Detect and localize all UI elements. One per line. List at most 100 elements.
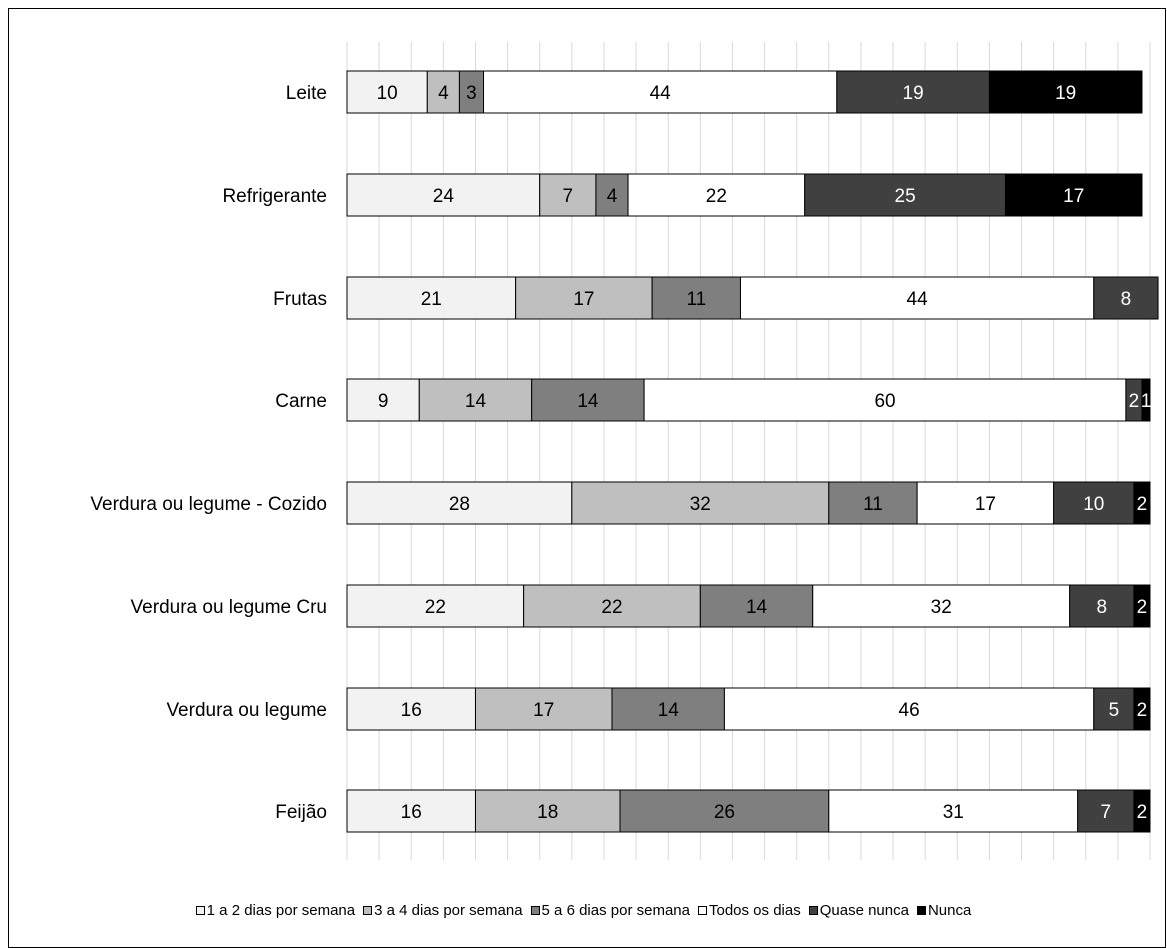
bar-segment	[1141, 378, 1151, 422]
legend-item: Quase nunca	[808, 902, 909, 919]
bar-segment	[1093, 687, 1135, 731]
bar-segment	[828, 481, 918, 525]
data-label: 11	[686, 289, 706, 310]
bar-segment	[1077, 789, 1135, 833]
bar-segment	[531, 378, 645, 422]
data-label: 60	[874, 391, 895, 412]
legend-item: 5 a 6 dias por semana	[530, 902, 690, 919]
data-label: 2	[1137, 802, 1148, 823]
data-label: 5	[1109, 700, 1120, 721]
data-label: 22	[601, 597, 622, 618]
category-label: Carne	[275, 391, 327, 412]
data-label: 44	[650, 83, 672, 104]
data-label: 9	[378, 391, 389, 412]
bar-segment	[739, 276, 1095, 320]
legend-label: 5 a 6 dias por semana	[541, 902, 690, 919]
category-label: Verdura ou legume - Cozido	[90, 494, 327, 515]
data-label: 28	[449, 494, 470, 515]
bar-segment	[346, 481, 573, 525]
legend-swatch	[808, 906, 818, 915]
legend-swatch	[530, 906, 540, 915]
category-label: Verdura ou legume Cru	[131, 597, 327, 618]
legend-label: Todos os dias	[708, 902, 801, 919]
bar-segment	[699, 584, 814, 628]
bar-segment	[804, 173, 1006, 217]
legend-swatch	[195, 906, 205, 915]
data-label: 16	[401, 802, 422, 823]
data-label: 26	[714, 802, 735, 823]
data-label: 21	[421, 289, 442, 310]
bar-segment	[836, 70, 990, 114]
bar-segment	[474, 687, 613, 731]
data-label: 32	[690, 494, 711, 515]
bar-segment	[1133, 687, 1151, 731]
bar-segment	[346, 70, 428, 114]
data-label: 7	[1101, 802, 1112, 823]
data-label: 7	[563, 186, 574, 207]
data-label: 14	[658, 700, 680, 721]
bar-segment	[426, 70, 460, 114]
legend: 1 a 2 dias por semana 3 a 4 dias por sema…	[0, 902, 1167, 919]
data-label: 14	[465, 391, 487, 412]
data-label: 19	[903, 83, 924, 104]
data-label: 4	[438, 83, 449, 104]
category-label: Refrigerante	[222, 186, 327, 207]
data-label: 2	[1137, 597, 1148, 618]
data-label: 17	[975, 494, 996, 515]
data-label: 25	[895, 186, 916, 207]
bar-segment	[723, 687, 1095, 731]
data-label: 17	[533, 700, 554, 721]
bar-segment	[1069, 584, 1135, 628]
legend-label: Quase nunca	[819, 902, 909, 919]
data-label: 8	[1121, 289, 1132, 310]
bar-segment	[458, 70, 485, 114]
gridlines	[346, 42, 1151, 860]
bar-segment	[595, 173, 629, 217]
bar-segment	[812, 584, 1071, 628]
data-label: 2	[1137, 700, 1148, 721]
data-label: 46	[899, 700, 920, 721]
data-label: 24	[433, 186, 455, 207]
bar-segment	[1133, 481, 1151, 525]
bar-segment	[346, 276, 517, 320]
bar-segment	[643, 378, 1127, 422]
data-label: 44	[907, 289, 929, 310]
bar-segment	[627, 173, 806, 217]
bar-segment	[474, 789, 621, 833]
data-label: 3	[466, 83, 477, 104]
bar-segment	[1053, 481, 1135, 525]
bar-segment	[1093, 276, 1159, 320]
bar-segment	[515, 276, 653, 320]
data-label: 31	[943, 802, 964, 823]
data-label: 17	[1063, 186, 1084, 207]
data-label: 14	[746, 597, 768, 618]
data-label: 2	[1129, 391, 1140, 412]
legend-label: 1 a 2 dias por semana	[206, 902, 356, 919]
category-label: Verdura ou legume	[166, 700, 327, 721]
legend-item: 3 a 4 dias por semana	[363, 902, 523, 919]
data-label: 8	[1097, 597, 1108, 618]
data-label: 4	[607, 186, 618, 207]
legend-label: 3 a 4 dias por semana	[374, 902, 523, 919]
data-label: 11	[863, 494, 883, 515]
legend-swatch	[916, 906, 926, 915]
legend-label: Nunca	[927, 902, 972, 919]
bar-segment	[619, 789, 830, 833]
data-label: 16	[401, 700, 422, 721]
bar-segment	[346, 687, 476, 731]
data-label: 22	[425, 597, 446, 618]
data-label: 17	[573, 289, 594, 310]
data-label: 22	[706, 186, 727, 207]
legend-item: Nunca	[916, 902, 972, 919]
data-label: 32	[931, 597, 952, 618]
bar-segment	[1133, 789, 1151, 833]
category-label: Frutas	[273, 289, 327, 310]
data-label: 10	[1083, 494, 1104, 515]
data-label: 18	[537, 802, 558, 823]
data-label: 10	[377, 83, 398, 104]
legend-item: 1 a 2 dias por semana	[195, 902, 356, 919]
legend-swatch	[697, 906, 707, 915]
data-label: 19	[1055, 83, 1076, 104]
